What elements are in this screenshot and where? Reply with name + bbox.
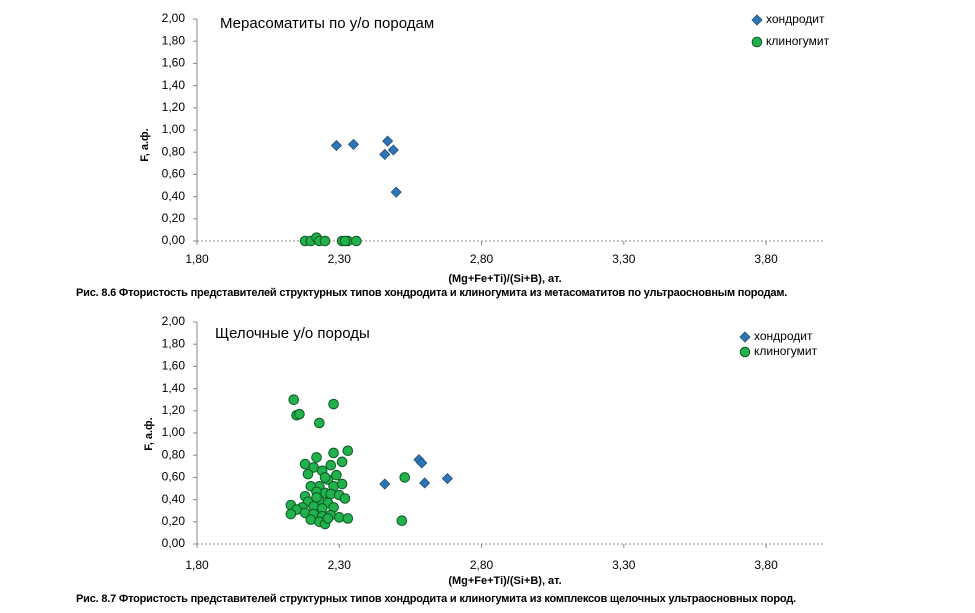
y-tick-label: 2,00 — [162, 11, 186, 25]
figure-caption-8-7: Рис. 8.7 Фтористость представителей стру… — [76, 593, 796, 605]
series-klinogumit — [299, 232, 362, 247]
legend-circle-icon — [751, 36, 763, 48]
data-point-circle — [305, 514, 317, 525]
data-point-circle — [285, 508, 297, 520]
data-point-circle — [311, 452, 322, 463]
series-hondrodit — [379, 454, 453, 490]
data-point-diamond — [347, 138, 360, 150]
y-tick-label: 0,40 — [162, 189, 186, 203]
y-tick-label: 1,20 — [162, 100, 186, 114]
y-tick-label: 1,80 — [162, 33, 186, 47]
x-tick-label: 3,30 — [612, 252, 636, 266]
x-tick-label: 2,80 — [470, 558, 494, 572]
data-point-circle — [325, 459, 337, 471]
data-point-circle — [294, 408, 305, 420]
chart-panel-2: Щелочные у/о породы 0,00 0,20 0,40 0,60 0,80 1… — [143, 314, 823, 587]
data-point-circle — [396, 515, 408, 526]
data-point-circle — [328, 398, 339, 410]
y-tick-label: 1,80 — [162, 336, 186, 350]
legend-label: хондродит — [766, 12, 825, 26]
data-point-diamond — [379, 478, 391, 490]
data-point-diamond — [330, 139, 342, 152]
data-point-circle — [328, 447, 339, 459]
data-point-diamond — [390, 186, 402, 198]
x-tick-label: 2,30 — [328, 558, 352, 572]
data-point-circle — [319, 472, 331, 483]
x-axis-label: (Mg+Fe+Ti)/(Si+B), ат. — [448, 575, 561, 587]
y-tick-label: 0,20 — [162, 514, 186, 528]
figure-caption-8-6: Рис. 8.6 Фтористость представителей стру… — [76, 287, 788, 299]
chart-panel-1: Мерасоматиты по у/о породам 0,00 0,20 0,40 0… — [139, 11, 830, 285]
x-tick-label: 3,30 — [612, 558, 636, 572]
data-point-circle — [336, 456, 348, 468]
y-tick-label: 1,60 — [162, 359, 186, 373]
y-tick-label: 0,80 — [162, 144, 186, 158]
legend-circle-icon — [739, 346, 751, 358]
x-tick-label: 3,80 — [754, 558, 778, 572]
data-point-diamond — [441, 472, 453, 485]
data-point-circle — [314, 417, 325, 429]
series-hondrodit — [330, 135, 402, 198]
data-point-diamond — [387, 144, 399, 156]
y-tick-label: 1,20 — [162, 403, 186, 417]
legend-label: клиногумит — [766, 34, 830, 48]
data-point-diamond — [419, 477, 431, 489]
data-point-circle — [342, 513, 354, 524]
data-point-circle — [342, 445, 354, 457]
series-klinogumit — [285, 394, 411, 530]
x-tick-label: 2,30 — [328, 252, 352, 266]
chart-title: Мерасоматиты по у/о породам — [220, 15, 434, 32]
y-axis-label: F, а.ф. — [139, 128, 151, 161]
y-tick-label: 0,40 — [162, 492, 186, 506]
data-point-circle — [351, 235, 362, 247]
data-point-circle — [336, 478, 348, 490]
legend-diamond-icon — [751, 14, 763, 26]
legend: хондродит клиногумит — [751, 12, 830, 48]
y-tick-label: 0,60 — [162, 167, 186, 181]
y-tick-label: 0,80 — [162, 447, 186, 461]
x-tick-label: 1,80 — [185, 558, 209, 572]
x-tick-label: 3,80 — [754, 252, 778, 266]
x-tick-label: 1,80 — [185, 252, 209, 266]
data-point-circle — [322, 513, 334, 524]
data-point-circle — [311, 492, 322, 503]
legend-label: хондродит — [754, 329, 813, 343]
data-point-circle — [319, 235, 331, 247]
legend-label: клиногумит — [754, 344, 818, 358]
data-point-circle — [339, 493, 351, 504]
chart-title: Щелочные у/о породы — [215, 325, 370, 342]
data-point-circle — [331, 469, 342, 481]
data-point-circle — [399, 472, 411, 483]
data-point-circle — [288, 394, 300, 406]
data-point-diamond — [379, 148, 391, 160]
legend-diamond-icon — [739, 331, 751, 343]
data-point-diamond — [382, 135, 394, 147]
y-tick-label: 1,00 — [162, 122, 186, 136]
x-axis-label: (Mg+Fe+Ti)/(Si+B), ат. — [448, 273, 561, 285]
y-tick-label: 2,00 — [162, 314, 186, 328]
y-tick-label: 0,60 — [162, 470, 186, 484]
y-tick-label: 1,40 — [162, 78, 186, 92]
data-point-circle — [339, 235, 351, 247]
y-tick-label: 1,60 — [162, 56, 186, 70]
y-tick-label: 1,00 — [162, 425, 186, 439]
y-tick-label: 0,00 — [162, 536, 186, 550]
y-tick-label: 0,00 — [162, 233, 186, 247]
data-point-circle — [302, 468, 314, 480]
x-tick-label: 2,80 — [470, 252, 494, 266]
y-tick-label: 1,40 — [162, 381, 186, 395]
y-tick-label: 0,20 — [162, 211, 186, 225]
y-axis-label: F, а.ф. — [143, 417, 155, 450]
data-point-diamond — [416, 457, 428, 469]
